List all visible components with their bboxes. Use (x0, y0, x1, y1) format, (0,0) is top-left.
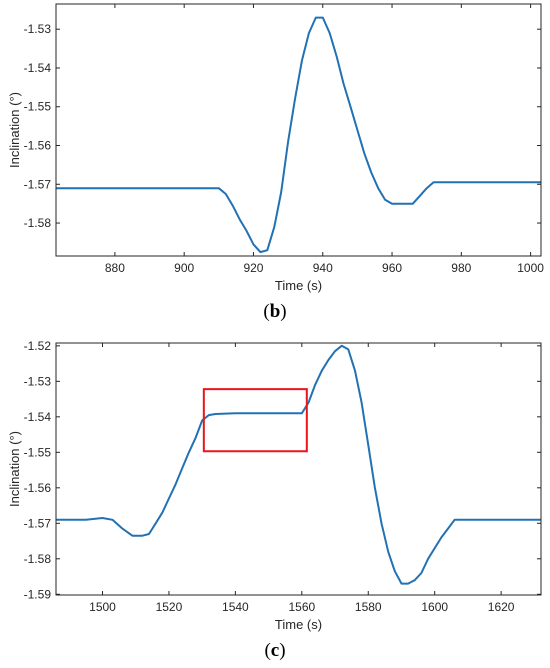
caption-letter: b (270, 301, 281, 322)
y-axis-label: Inclination (°) (7, 92, 22, 168)
y-tick-label: -1.55 (24, 100, 52, 114)
y-tick-label: -1.58 (24, 552, 52, 566)
x-tick-label: 920 (243, 261, 263, 275)
x-axis-ticks: 1500 1520 1540 1560 1580 1600 1620 (89, 343, 515, 614)
x-tick-label: 1520 (156, 600, 183, 614)
y-tick-label: -1.53 (24, 22, 52, 36)
plot-area (55, 342, 542, 596)
y-tick-label: -1.58 (24, 216, 52, 230)
y-tick-label: -1.57 (24, 177, 52, 191)
x-tick-label: 880 (105, 261, 125, 275)
x-axis-label: Time (s) (275, 617, 322, 632)
plot-area (55, 3, 542, 257)
series-lines (56, 344, 541, 585)
caption-letter: c (271, 640, 279, 661)
y-axis-label: Inclination (°) (7, 431, 22, 507)
x-tick-label: 1600 (421, 600, 448, 614)
x-tick-label: 1560 (288, 600, 315, 614)
y-axis-ticks: -1.53 -1.54 -1.55 -1.56 -1.57 -1.58 (24, 22, 541, 230)
y-tick-label: -1.59 (24, 587, 52, 601)
x-axis-ticks: 880 900 920 940 960 980 1000 (105, 4, 544, 275)
panel-caption: (c) (264, 640, 285, 661)
annotations (202, 388, 308, 453)
highlight-box (202, 388, 308, 453)
series-line (56, 16, 541, 254)
panel-caption: (b) (263, 301, 286, 322)
x-tick-label: 940 (313, 261, 333, 275)
caption-close: ) (279, 640, 285, 661)
series-lines (56, 16, 541, 254)
y-axis-ticks: -1.52 -1.53 -1.54 -1.55 -1.56 -1.57 -1.58 -1.59 (24, 339, 541, 601)
x-tick-label: 1500 (89, 600, 116, 614)
y-tick-label: -1.54 (24, 61, 52, 75)
y-tick-label: -1.56 (24, 139, 52, 153)
chart-panel-b: 880 900 920 940 960 980 1000 -1.53-1.54-1.55-1… (7, 3, 544, 322)
x-tick-label: 900 (174, 261, 194, 275)
plot-frame (55, 3, 542, 257)
chart-panel-c: 1500 1520 1540 1560 1580 1600 1620 -1.52-1.53-… (7, 339, 542, 661)
x-tick-label: 1540 (222, 600, 249, 614)
x-axis-label: Time (s) (275, 278, 322, 293)
plot-background (56, 4, 541, 256)
x-tick-label: 960 (382, 261, 402, 275)
y-tick-label: -1.52 (24, 339, 52, 353)
plot-background (56, 343, 541, 595)
caption-open: ( (264, 640, 270, 661)
y-tick-label: -1.53 (24, 374, 52, 388)
x-tick-label: 1580 (355, 600, 382, 614)
series-line (56, 344, 541, 585)
x-tick-label: 1000 (517, 261, 544, 275)
y-tick-label: -1.57 (24, 516, 52, 530)
x-tick-label: 980 (451, 261, 471, 275)
plot-frame (55, 342, 542, 596)
caption-open: ( (263, 301, 269, 322)
y-tick-label: -1.54 (24, 410, 52, 424)
y-tick-label: -1.56 (24, 481, 52, 495)
caption-close: ) (280, 301, 286, 322)
x-tick-label: 1620 (488, 600, 515, 614)
y-tick-label: -1.55 (24, 445, 52, 459)
